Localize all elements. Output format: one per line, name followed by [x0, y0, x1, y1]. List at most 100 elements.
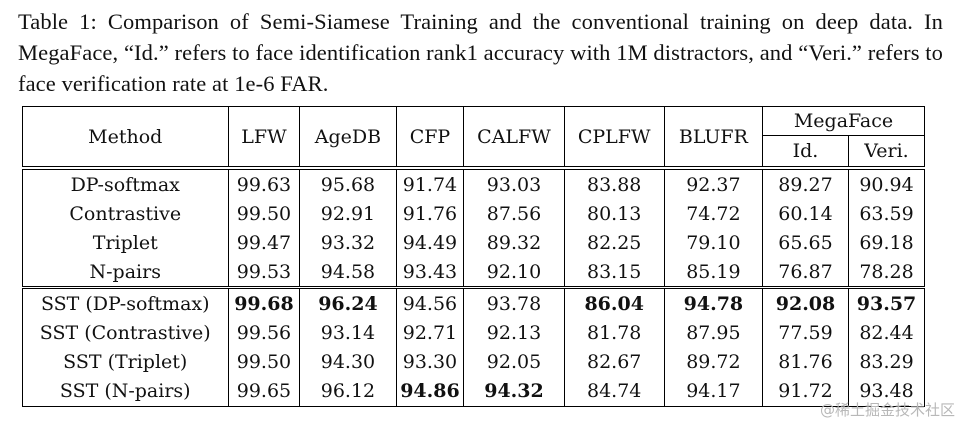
cell-value: 94.30 — [320, 350, 376, 373]
cell-value: 86.04 — [584, 292, 644, 315]
cell-value: SST (Contrastive) — [39, 321, 211, 344]
cell-cfp: 91.76 — [395, 199, 465, 228]
header-calfw: CALFW — [463, 106, 565, 168]
cell-value: 99.47 — [236, 231, 292, 254]
header-row-2: Id. Veri. — [23, 135, 925, 168]
header-veri: Veri. — [848, 135, 925, 168]
cell-blufr: 87.95 — [663, 318, 763, 347]
cell-value: 96.12 — [320, 380, 376, 402]
cell-veri: 93.48 — [848, 376, 925, 407]
header-megaface: MegaFace — [761, 106, 926, 136]
cell-veri: 78.28 — [848, 257, 925, 288]
cell-value: SST (Triplet) — [63, 350, 188, 373]
cell-calfw: 93.03 — [463, 166, 565, 199]
header-cplfw: CPLFW — [563, 106, 665, 168]
cell-value: 93.78 — [486, 292, 542, 315]
cell-value: 93.14 — [320, 321, 376, 344]
cell-value: 99.68 — [234, 292, 294, 315]
cell-value: Triplet — [92, 231, 158, 254]
cell-value: 94.78 — [683, 292, 744, 315]
cell-agedb: 93.32 — [299, 228, 397, 257]
cell-lfw: 99.68 — [227, 286, 301, 318]
cell-value: 92.10 — [486, 260, 542, 283]
cell-value: 95.68 — [320, 173, 376, 196]
cell-value: 84.74 — [586, 380, 642, 402]
cell-value: 89.72 — [686, 350, 741, 373]
cell-cplfw: 82.67 — [563, 347, 665, 376]
table-caption: Table 1: Comparison of Semi-Siamese Trai… — [18, 9, 943, 96]
cell-method: SST (DP-softmax) — [22, 286, 229, 318]
cell-value: 93.30 — [402, 350, 458, 373]
cell-agedb: 94.30 — [299, 347, 397, 376]
cell-value: 83.15 — [586, 260, 642, 283]
cell-agedb: 95.68 — [299, 166, 397, 199]
cell-method: SST (Triplet) — [22, 347, 229, 376]
cell-value: 99.50 — [236, 202, 292, 225]
watermark: @稀土掘金技术社区 — [819, 401, 955, 419]
cell-blufr: 74.72 — [663, 199, 763, 228]
cell-cplfw: 83.88 — [563, 166, 665, 199]
cell-value: 77.59 — [778, 321, 833, 344]
cell-calfw: 87.56 — [463, 199, 565, 228]
cell-value: 82.44 — [859, 321, 914, 344]
cell-value: N-pairs — [89, 260, 161, 283]
cell-value: 92.91 — [320, 202, 376, 225]
cell-lfw: 99.53 — [227, 257, 301, 288]
cell-lfw: 99.47 — [227, 228, 301, 257]
cell-value: 93.57 — [856, 292, 917, 315]
cell-agedb: 96.12 — [299, 376, 397, 407]
cell-value: 82.25 — [586, 231, 642, 254]
cell-cplfw: 80.13 — [563, 199, 665, 228]
cell-value: 99.56 — [236, 321, 292, 344]
cell-id: 92.08 — [761, 286, 850, 318]
cell-lfw: 99.50 — [227, 199, 301, 228]
cell-value: 81.76 — [778, 350, 833, 373]
header-agedb: AgeDB — [299, 106, 397, 168]
cell-method: DP-softmax — [22, 166, 229, 199]
cell-value: 63.59 — [859, 202, 914, 225]
cell-blufr: 79.10 — [663, 228, 763, 257]
table-row: Contrastive 99.50 92.91 91.76 87.56 80.13 74.7… — [22, 199, 925, 228]
cell-id: 60.14 — [761, 199, 850, 228]
header-cfp: CFP — [395, 106, 465, 168]
cell-lfw: 99.63 — [227, 166, 301, 199]
cell-value: 87.56 — [486, 202, 542, 225]
cell-blufr: 94.17 — [663, 376, 763, 407]
cell-cfp: 93.43 — [395, 257, 465, 288]
cell-veri: 82.44 — [848, 318, 925, 347]
cell-blufr: 94.78 — [663, 286, 763, 318]
cell-value: 90.94 — [859, 173, 914, 196]
cell-value: 83.88 — [586, 173, 642, 196]
cell-value: 83.29 — [859, 350, 914, 373]
cell-value: 91.76 — [402, 202, 458, 225]
cell-id: 81.76 — [761, 347, 850, 376]
table-row: SST (DP-softmax) 99.68 96.24 94.56 93.78 86.0… — [22, 286, 925, 318]
cell-veri: 63.59 — [848, 199, 925, 228]
cell-value: 99.65 — [236, 380, 292, 402]
cell-value: 91.74 — [402, 173, 458, 196]
cell-value: 89.32 — [486, 231, 542, 254]
cell-value: 99.50 — [236, 350, 292, 373]
cell-value: 81.78 — [586, 321, 642, 344]
cell-blufr: 89.72 — [663, 347, 763, 376]
cell-value: 92.08 — [775, 292, 836, 315]
cell-value: 76.87 — [778, 260, 833, 283]
cell-method: Triplet — [22, 228, 229, 257]
header-lfw: LFW — [227, 106, 301, 168]
cell-agedb: 96.24 — [299, 286, 397, 318]
cell-cfp: 92.71 — [395, 318, 465, 347]
cell-method: SST (Contrastive) — [22, 318, 229, 347]
cell-veri: 69.18 — [848, 228, 925, 257]
cell-calfw: 94.32 — [463, 376, 565, 407]
cell-method: N-pairs — [22, 257, 229, 288]
cell-agedb: 92.91 — [299, 199, 397, 228]
cell-value: 99.53 — [236, 260, 292, 283]
cell-value: 85.19 — [686, 260, 741, 283]
cell-cfp: 94.86 — [395, 376, 465, 407]
cell-lfw: 99.50 — [227, 347, 301, 376]
cell-id: 65.65 — [761, 228, 850, 257]
header-method: Method — [22, 106, 229, 168]
results-table: Method LFW AgeDB CFP CALFW CPLFW BLUFR M… — [22, 106, 926, 407]
cell-value: 87.95 — [686, 321, 741, 344]
cell-id: 76.87 — [761, 257, 850, 288]
